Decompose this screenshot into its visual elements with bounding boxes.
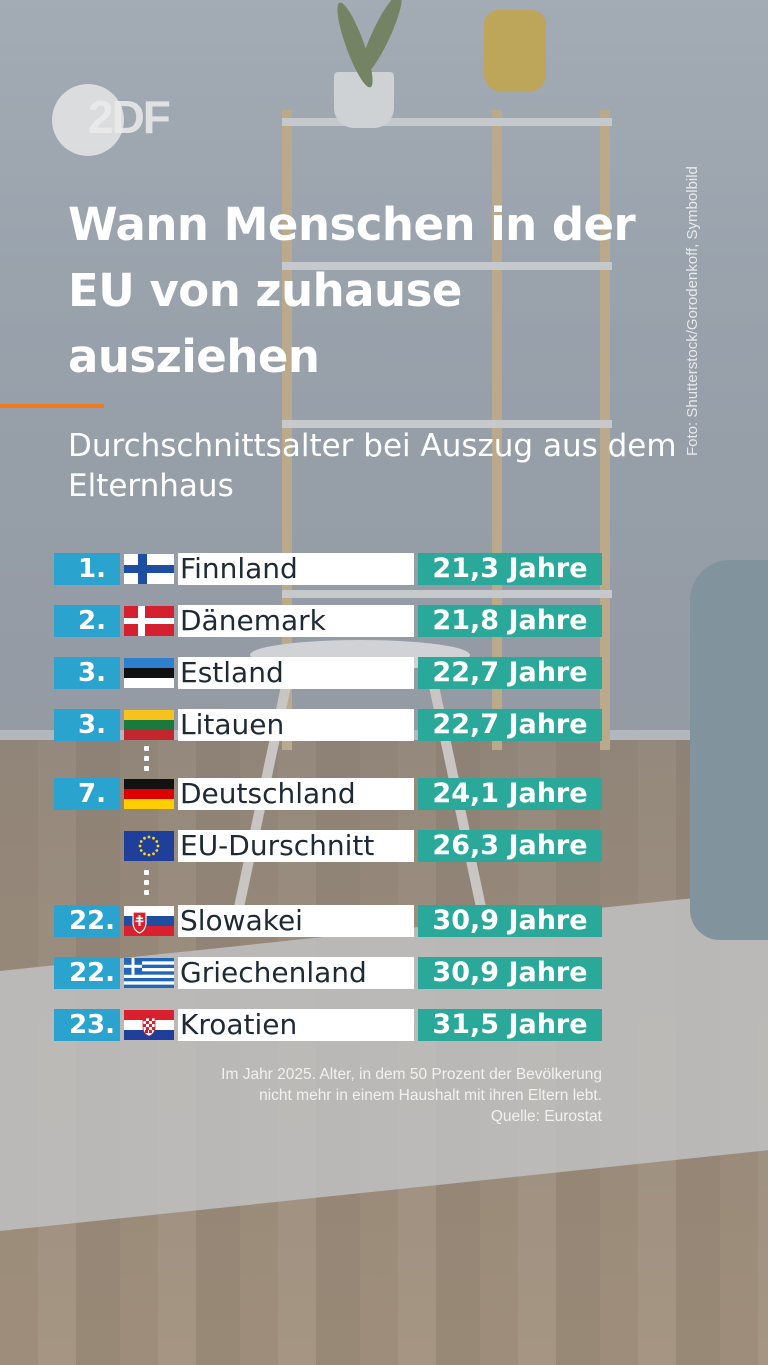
rank-label: 2.: [78, 606, 106, 636]
shelf-board: [282, 118, 612, 126]
rank-label: 3.: [78, 658, 106, 688]
value-label: 22,7 Jahre: [418, 657, 602, 689]
country-name: Estland: [178, 657, 414, 689]
rank-cell: 3.: [54, 709, 120, 741]
finland-flag-icon: [124, 554, 174, 584]
page-subtitle: Durchschnittsalter bei Auszug aus dem El…: [68, 428, 677, 504]
rank-cell: 23.: [54, 1009, 120, 1041]
country-name: Griechenland: [178, 957, 414, 989]
slovakia-flag-icon: [124, 906, 174, 936]
value-label: 31,5 Jahre: [418, 1009, 602, 1041]
estonia-flag-icon: [124, 658, 174, 688]
value-label: 21,3 Jahre: [418, 553, 602, 585]
value-label: 21,8 Jahre: [418, 605, 602, 637]
ellipsis-dots: [144, 746, 152, 776]
vase: [484, 10, 546, 92]
shelf-board: [282, 262, 612, 270]
zdf-logo: 2DF: [52, 84, 182, 156]
rank-cell: 22.: [54, 957, 120, 989]
rank-cell: 3.: [54, 657, 120, 689]
rank-label: 3.: [78, 710, 106, 740]
rank-cell: 2.: [54, 605, 120, 637]
eu-flag-icon: [124, 831, 174, 861]
shelf-board: [282, 590, 612, 598]
germany-flag-icon: [124, 779, 174, 809]
rank-cell: 7.: [54, 778, 120, 810]
title-accent-line: [0, 404, 104, 408]
country-name: Finnland: [178, 553, 414, 585]
logo-circle: [52, 84, 124, 156]
rank-label: 1.: [78, 554, 106, 584]
rank-label: 22.: [68, 958, 116, 988]
value-label: 30,9 Jahre: [418, 957, 602, 989]
value-label: 26,3 Jahre: [418, 830, 602, 862]
source-line: Quelle: Eurostat: [490, 1108, 602, 1125]
logo-text: 2DF: [88, 91, 171, 143]
rank-cell: 1.: [54, 553, 120, 585]
footnote-line: nicht mehr in einem Haushalt mit ihren E…: [259, 1087, 602, 1104]
value-label: 22,7 Jahre: [418, 709, 602, 741]
croatia-flag-icon: [124, 1010, 174, 1040]
armchair: [690, 560, 768, 940]
country-name: EU-Durschnitt: [178, 830, 414, 862]
rank-label: 23.: [68, 1010, 116, 1040]
page-title: Wann Menschen in der EU von zuhause ausz…: [68, 198, 636, 383]
country-name: Dänemark: [178, 605, 414, 637]
rank-label: 7.: [78, 779, 106, 809]
value-label: 30,9 Jahre: [418, 905, 602, 937]
footnote: Im Jahr 2025. Alter, in dem 50 Prozent d…: [100, 1064, 602, 1127]
country-name: Slowakei: [178, 905, 414, 937]
denmark-flag-icon: [124, 606, 174, 636]
photo-credit: Foto: Shutterstock/Gorodenkoff, Symbolbi…: [684, 166, 701, 456]
country-name: Kroatien: [178, 1009, 414, 1041]
shelf-post: [492, 110, 502, 750]
value-label: 24,1 Jahre: [418, 778, 602, 810]
greece-flag-icon: [124, 958, 174, 988]
shelf-post: [282, 110, 292, 750]
rank-cell: 22.: [54, 905, 120, 937]
shelf-post: [600, 110, 610, 750]
country-name: Litauen: [178, 709, 414, 741]
country-name: Deutschland: [178, 778, 414, 810]
rank-label: 22.: [68, 906, 116, 936]
footnote-line: Im Jahr 2025. Alter, in dem 50 Prozent d…: [221, 1066, 602, 1083]
shelf-board: [282, 420, 612, 428]
ellipsis-dots: [144, 870, 152, 900]
lithuania-flag-icon: [124, 710, 174, 740]
